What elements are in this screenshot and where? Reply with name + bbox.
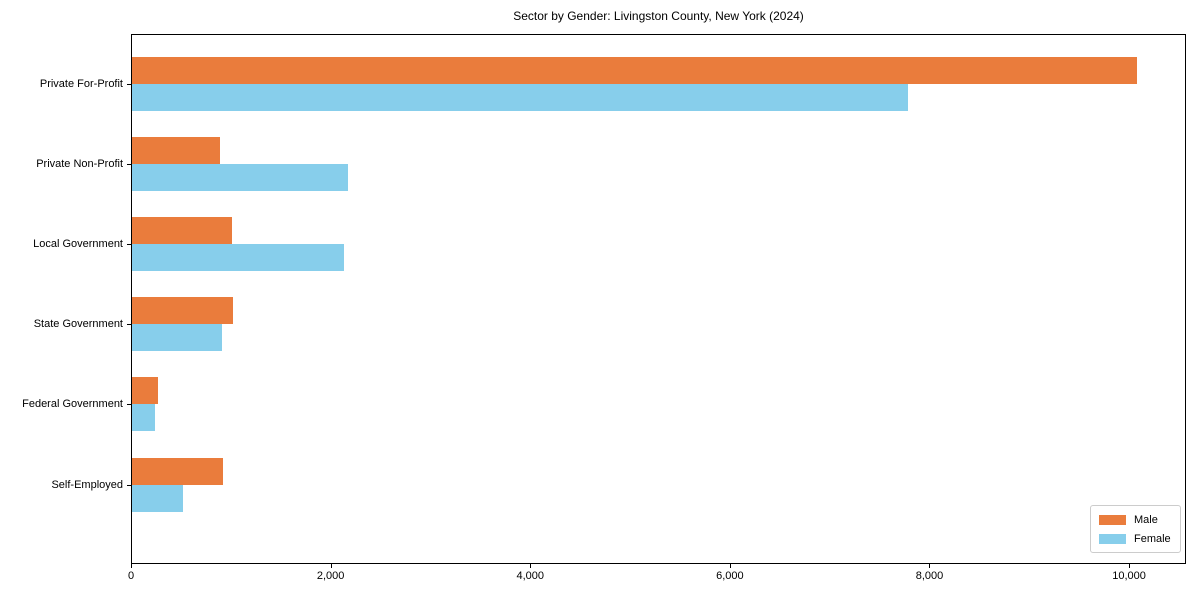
y-tick-mark [127,404,131,406]
x-tick-label: 8,000 [915,570,944,582]
bar-female-self-employed [132,484,183,512]
y-category-label: Private Non-Profit [36,158,123,171]
legend-label-female: Female [1134,533,1171,545]
x-tick-label: 6,000 [716,570,744,582]
bar-female-private-non-profit [132,164,348,192]
x-tick-label: 0 [127,570,135,582]
female-series-swatch [1099,534,1126,544]
y-tick-mark [127,484,131,486]
x-tick-label: 2,000 [316,570,345,582]
bar-female-state-government [132,324,222,352]
x-tick-mark [929,564,931,568]
legend-item-female: Female [1099,531,1172,547]
y-tick-mark [127,164,131,166]
x-tick-mark [1129,564,1131,568]
bar-male-state-government [132,297,233,325]
male-series-swatch [1099,515,1126,525]
legend-label-male: Male [1134,514,1158,526]
chart-title: Sector by Gender: Livingston County, New… [513,9,804,23]
plot-area [131,34,1186,564]
x-tick-mark [729,564,731,568]
legend: Male Female [1090,505,1181,553]
y-category-label: Self-Employed [51,478,123,491]
y-category-label: Private For-Profit [39,78,123,90]
bar-male-private-non-profit [132,137,220,165]
bar-female-federal-government [132,404,155,432]
bar-male-self-employed [132,457,223,485]
x-tick-label: 10,000 [1112,570,1146,582]
bar-male-private-for-profit [132,57,1137,84]
legend-item-male: Male [1099,512,1172,528]
y-tick-mark [127,84,131,85]
bar-male-federal-government [132,377,158,405]
y-tick-mark [127,244,131,246]
bar-male-local-government [132,217,232,245]
x-tick-mark [131,564,132,568]
x-tick-label: 4,000 [516,570,544,582]
y-category-label: Local Government [33,238,123,251]
y-category-label: Federal Government [22,398,123,411]
y-tick-mark [127,324,131,326]
x-tick-mark [530,564,532,568]
bar-female-local-government [132,244,344,272]
x-tick-mark [330,564,332,568]
y-category-label: State Government [33,318,123,331]
bar-female-private-for-profit [132,84,908,111]
